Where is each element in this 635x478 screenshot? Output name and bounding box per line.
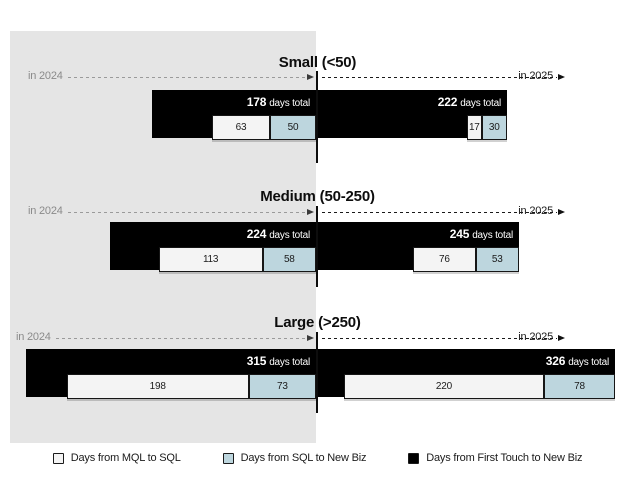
segment-mql-to-sql: 198 — [66, 374, 249, 399]
year-label-2024: in 2024 — [16, 331, 51, 343]
arrow-right-icon — [307, 74, 314, 80]
chart-legend: Days from MQL to SQL Days from SQL to New… — [0, 449, 635, 467]
segment-mql-to-sql: 17 — [467, 115, 482, 140]
total-days-label: 245 days total — [450, 227, 513, 241]
timeline-dash-2025 — [322, 77, 557, 78]
group-title: Large (>250) — [274, 314, 361, 331]
total-days-label: 315 days total — [247, 354, 310, 368]
segment-mql-to-sql: 220 — [343, 374, 544, 399]
total-days-suffix: days total — [568, 357, 609, 368]
legend-item: Days from First Touch to New Biz — [408, 452, 582, 464]
legend-item: Days from MQL to SQL — [52, 452, 181, 464]
timeline-dash-2024 — [68, 212, 308, 213]
arrow-right-icon — [307, 209, 314, 215]
bar-2025-first-touch-to-new-biz: 245 days total 76 53 — [318, 222, 519, 272]
total-days-label: 326 days total — [546, 354, 609, 368]
total-days-value: 315 — [246, 354, 267, 368]
timeline-dash-2024 — [68, 77, 308, 78]
total-days-label: 224 days total — [247, 227, 310, 241]
legend-label: Days from SQL to New Biz — [240, 452, 367, 464]
segment-mql-to-sql: 113 — [158, 247, 263, 272]
total-days-value: 326 — [545, 354, 566, 368]
legend-label: Days from MQL to SQL — [70, 452, 181, 464]
segment-row: 220 78 — [343, 374, 615, 399]
bar-2024-first-touch-to-new-biz: 224 days total 113 58 — [110, 222, 316, 272]
year-divider-line — [316, 332, 318, 413]
arrow-right-icon — [307, 335, 314, 341]
segment-mql-to-sql: 63 — [212, 115, 270, 140]
segment-row: 63 50 — [212, 115, 316, 140]
timeline-dash-2025 — [322, 338, 557, 339]
total-days-suffix: days total — [269, 98, 310, 109]
group-title: Medium (50-250) — [260, 188, 375, 205]
segment-sql-to-new-biz: 53 — [475, 247, 519, 272]
bar-2025-first-touch-to-new-biz: 326 days total 220 78 — [318, 349, 615, 399]
segment-mql-to-sql: 76 — [413, 247, 476, 272]
segment-sql-to-new-biz: 78 — [544, 374, 615, 399]
year-label-2025: in 2025 — [518, 70, 553, 82]
arrow-right-icon — [558, 335, 565, 341]
bar-2024-first-touch-to-new-biz: 178 days total 63 50 — [152, 90, 316, 140]
segment-sql-to-new-biz: 50 — [270, 115, 316, 140]
group-title: Small (<50) — [278, 54, 357, 71]
bar-2025-first-touch-to-new-biz: 222 days total 17 30 — [318, 90, 507, 140]
total-days-suffix: days total — [460, 98, 501, 109]
total-days-suffix: days total — [472, 230, 513, 241]
year-label-2025: in 2025 — [518, 331, 553, 343]
timeline-dash-2025 — [322, 212, 557, 213]
year-divider-line — [316, 206, 318, 287]
legend-swatch-icon — [222, 452, 234, 464]
segment-row: 76 53 — [413, 247, 519, 272]
segment-sql-to-new-biz: 58 — [262, 247, 316, 272]
legend-label: Days from First Touch to New Biz — [426, 452, 583, 464]
year-divider-line — [316, 71, 318, 163]
legend-item: Days from SQL to New Biz — [222, 452, 367, 464]
total-days-value: 224 — [246, 227, 267, 241]
segment-sql-to-new-biz: 30 — [481, 115, 507, 140]
bar-2024-first-touch-to-new-biz: 315 days total 198 73 — [26, 349, 316, 399]
segment-sql-to-new-biz: 73 — [248, 374, 316, 399]
year-label-2024: in 2024 — [28, 70, 63, 82]
segment-row: 113 58 — [158, 247, 316, 272]
segment-row: 17 30 — [467, 115, 507, 140]
total-days-value: 222 — [437, 95, 458, 109]
total-days-label: 178 days total — [247, 95, 310, 109]
year-label-2025: in 2025 — [518, 205, 553, 217]
total-days-value: 178 — [246, 95, 267, 109]
timeline-dash-2024 — [56, 338, 308, 339]
total-days-suffix: days total — [269, 230, 310, 241]
arrow-right-icon — [558, 209, 565, 215]
year-label-2024: in 2024 — [28, 205, 63, 217]
legend-swatch-icon — [52, 452, 64, 464]
total-days-value: 245 — [449, 227, 470, 241]
arrow-right-icon — [558, 74, 565, 80]
total-days-label: 222 days total — [438, 95, 501, 109]
segment-row: 198 73 — [66, 374, 316, 399]
total-days-suffix: days total — [269, 357, 310, 368]
legend-swatch-icon — [408, 452, 420, 464]
